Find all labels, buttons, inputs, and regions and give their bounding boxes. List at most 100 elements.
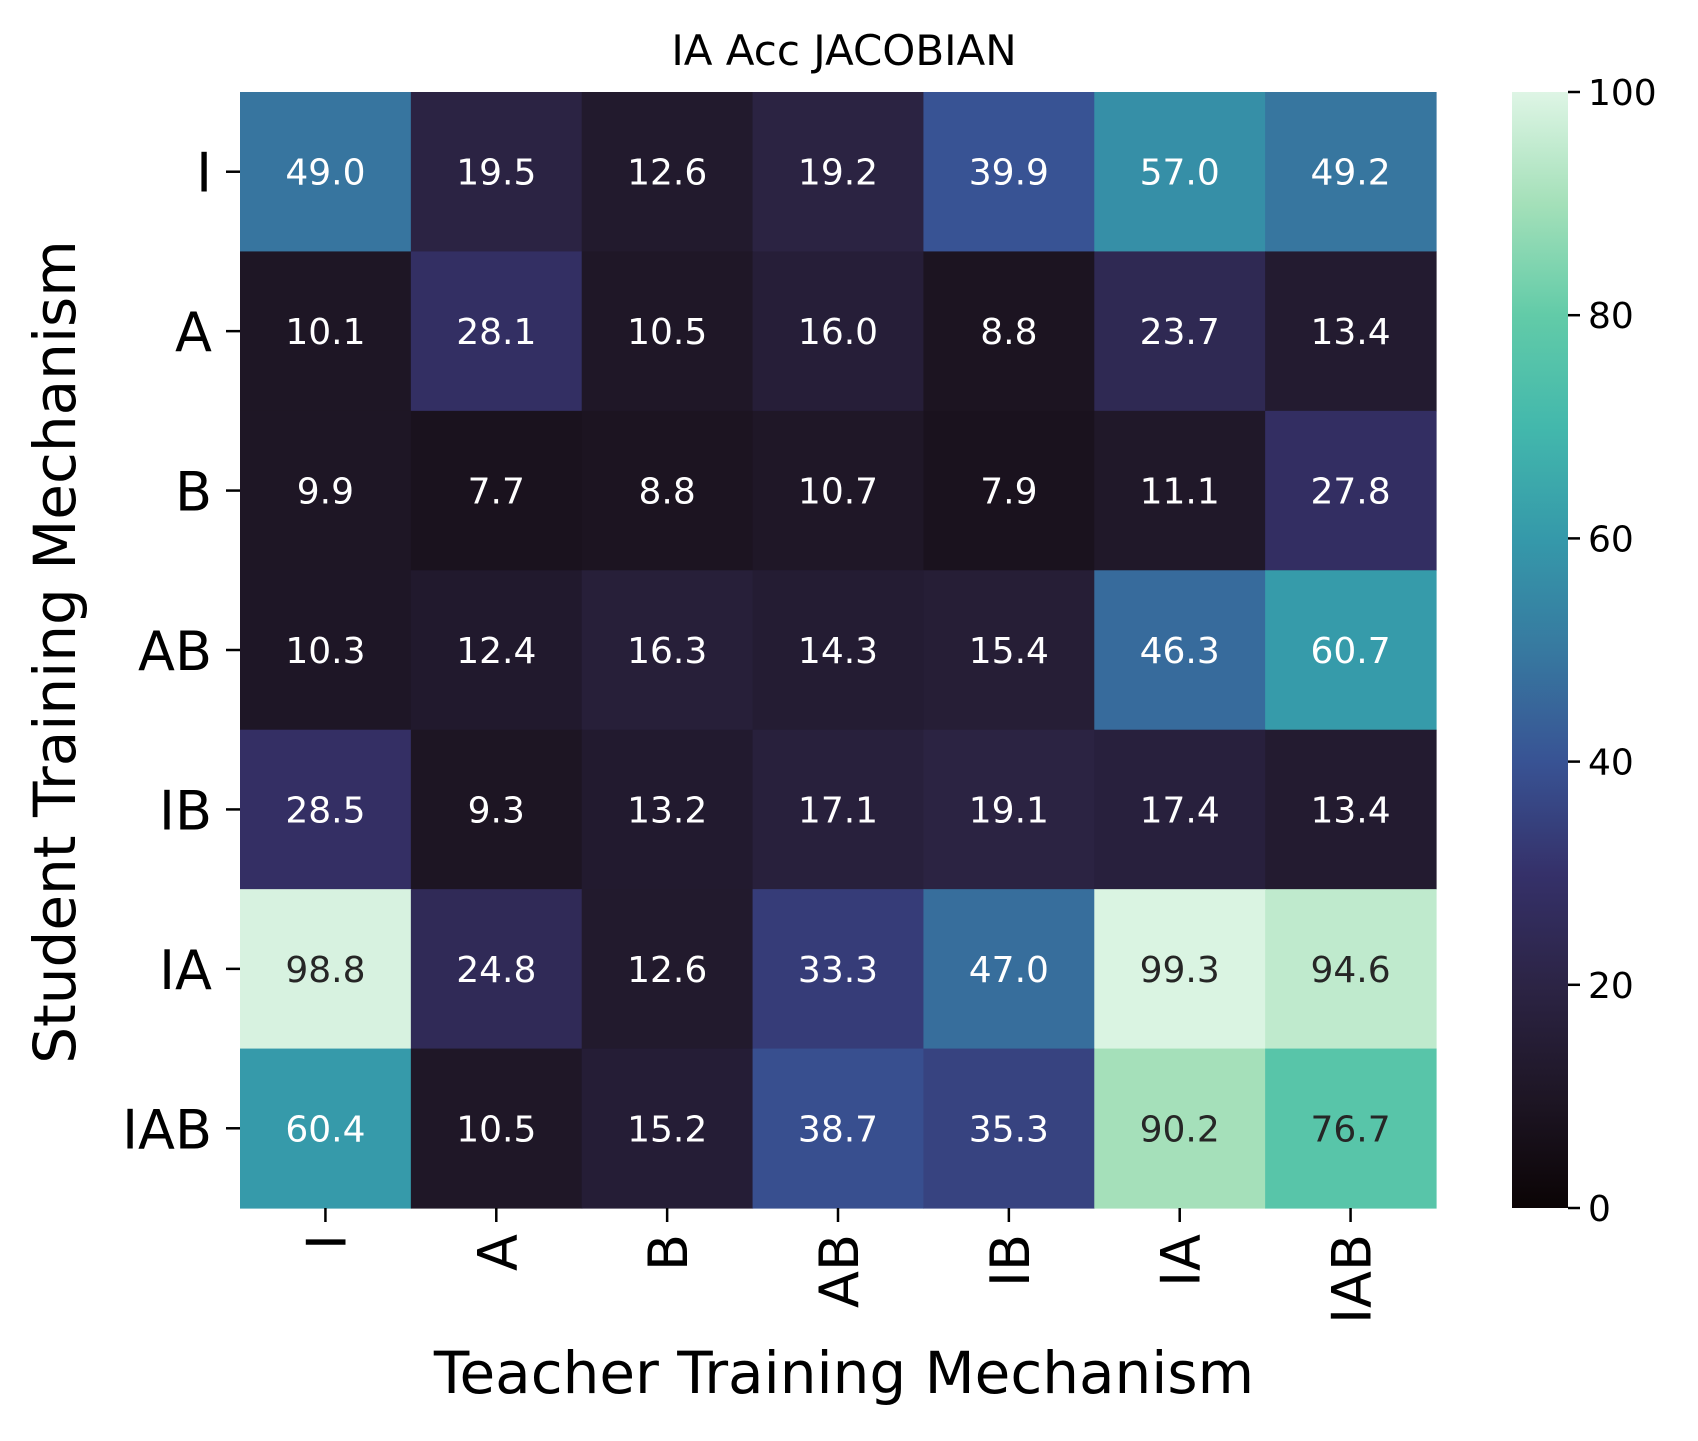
cell-value-label: 10.5 (456, 1109, 536, 1150)
heatmap-cell (1265, 410, 1437, 571)
cell-value-label: 10.5 (627, 312, 707, 353)
heatmap-cell (1265, 729, 1437, 890)
y-axis-label: Student Training Mechanism (21, 240, 89, 1064)
cell-value-label: 13.2 (627, 790, 707, 831)
y-tick-label: IB (159, 779, 212, 842)
heatmap-cell (240, 570, 412, 731)
y-tick-label: I (196, 142, 212, 205)
heatmap-cell (240, 251, 412, 412)
heatmap-cell (752, 570, 925, 731)
cell-value-label: 9.9 (297, 472, 354, 513)
heatmap-cell (240, 1048, 412, 1209)
cell-value-label: 28.5 (285, 790, 365, 831)
cell-value-label: 38.7 (798, 1109, 878, 1150)
cell-value-label: 19.1 (969, 790, 1049, 831)
y-tick-label: A (175, 301, 212, 364)
cell-value-label: 49.2 (1310, 153, 1390, 194)
cell-value-label: 19.2 (798, 153, 878, 194)
cell-value-label: 60.4 (285, 1109, 365, 1150)
heatmap-cell (752, 410, 925, 571)
heatmap-cell (752, 1048, 925, 1209)
heatmap-cell (240, 92, 412, 253)
heatmap-cell (581, 1048, 754, 1209)
heatmap-cell (923, 410, 1095, 571)
heatmap-cell (1265, 251, 1437, 412)
cell-value-label: 10.7 (798, 472, 878, 513)
colorbar-tick-label: 60 (1588, 519, 1634, 560)
cell-value-label: 47.0 (969, 950, 1049, 991)
cell-value-label: 7.9 (980, 472, 1037, 513)
heatmap-cell (923, 92, 1095, 253)
heatmap-cell (581, 410, 754, 571)
cell-value-label: 60.7 (1310, 631, 1390, 672)
heatmap-cell (1094, 729, 1266, 890)
cell-value-label: 13.4 (1310, 790, 1390, 831)
heatmap-cell (752, 92, 925, 253)
cell-value-label: 24.8 (456, 950, 536, 991)
heatmap-cell (240, 729, 412, 890)
heatmap-cell (410, 410, 583, 571)
cell-value-label: 99.3 (1140, 950, 1220, 991)
cell-value-label: 12.6 (627, 950, 707, 991)
cell-value-label: 15.4 (969, 631, 1049, 672)
cell-value-label: 15.2 (627, 1109, 707, 1150)
heatmap-cell (581, 889, 754, 1050)
heatmap-cell (1094, 410, 1266, 571)
heatmap-cell (923, 729, 1095, 890)
heatmap-cell (1094, 570, 1266, 731)
cell-value-label: 27.8 (1310, 472, 1390, 513)
heatmap-cell (752, 251, 925, 412)
cell-value-label: 57.0 (1140, 153, 1220, 194)
cell-value-label: 90.2 (1140, 1109, 1220, 1150)
cell-value-label: 17.4 (1140, 790, 1220, 831)
colorbar-tick-label: 80 (1588, 296, 1634, 337)
colorbar-gradient (1512, 92, 1568, 1208)
heatmap-cell (410, 889, 583, 1050)
heatmap-cell (923, 570, 1095, 731)
y-tick-label: B (175, 461, 212, 524)
heatmap-cell (240, 410, 412, 571)
x-tick-label: A (466, 1234, 529, 1271)
cell-value-label: 13.4 (1310, 312, 1390, 353)
cell-value-label: 7.7 (468, 472, 525, 513)
colorbar: 0 20 40 60 80 100 (1512, 73, 1657, 1230)
cell-value-label: 98.8 (285, 950, 365, 991)
heatmap-cell (410, 92, 583, 253)
heatmap-cell (923, 251, 1095, 412)
heatmap-cell (752, 889, 925, 1050)
cell-value-label: 14.3 (798, 631, 878, 672)
colorbar-tick-label: 100 (1588, 73, 1657, 114)
heatmap-cell (923, 889, 1095, 1050)
chart-title: IA Acc JACOBIAN (671, 26, 1016, 75)
heatmap-cell (581, 251, 754, 412)
heatmap-cell (1094, 1048, 1266, 1209)
heatmap-cell (410, 251, 583, 412)
cell-value-label: 35.3 (969, 1109, 1049, 1150)
cell-value-label: 23.7 (1140, 312, 1220, 353)
cell-value-label: 76.7 (1310, 1109, 1390, 1150)
x-axis-label: Teacher Training Mechanism (433, 1339, 1254, 1407)
cell-value-label: 16.0 (798, 312, 878, 353)
x-axis: I A B AB IB IA IAB (295, 1208, 1384, 1324)
heatmap-cell (581, 92, 754, 253)
cell-value-label: 17.1 (798, 790, 878, 831)
y-tick-label: AB (138, 620, 212, 683)
heatmap-cell (1265, 889, 1437, 1050)
heatmap-cell (240, 889, 412, 1050)
cell-value-label: 10.1 (285, 312, 365, 353)
x-tick-label: IB (979, 1234, 1042, 1287)
cell-value-label: 33.3 (798, 950, 878, 991)
y-tick-label: IAB (122, 1098, 212, 1161)
cell-value-label: 46.3 (1140, 631, 1220, 672)
cell-value-label: 10.3 (285, 631, 365, 672)
y-tick-label: IA (159, 939, 212, 1002)
x-tick-label: B (637, 1234, 700, 1271)
heatmap-cell (1094, 889, 1266, 1050)
x-tick-label: IA (1150, 1234, 1213, 1287)
cell-value-label: 16.3 (627, 631, 707, 672)
cell-value-label: 8.8 (639, 472, 696, 513)
heatmap-cell (410, 729, 583, 890)
heatmap-cell (1265, 570, 1437, 731)
